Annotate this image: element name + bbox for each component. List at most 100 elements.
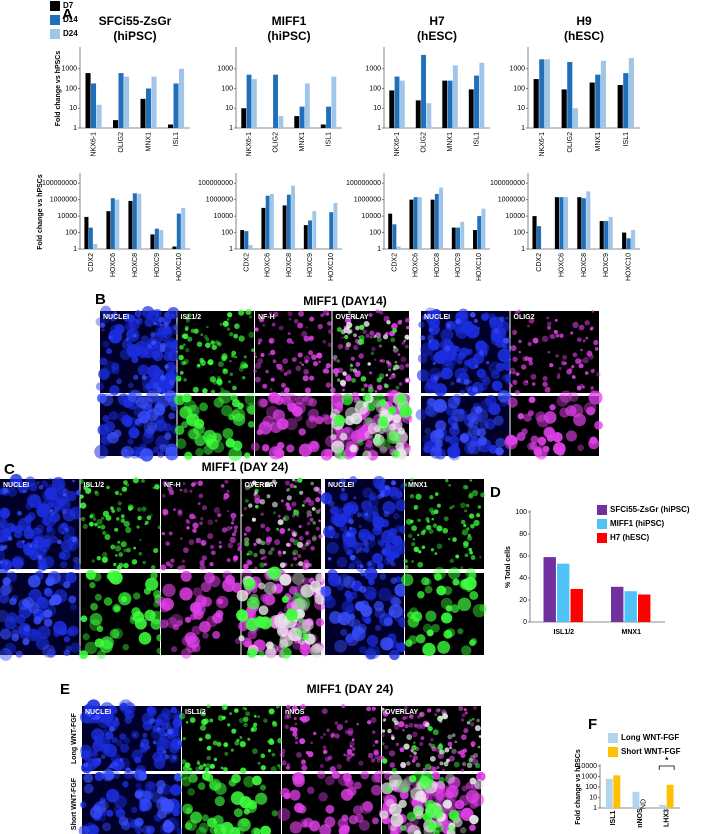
bar	[477, 216, 482, 249]
cell	[260, 512, 264, 516]
micrograph	[330, 389, 413, 461]
cell	[388, 750, 396, 757]
cell	[425, 405, 436, 417]
cell	[374, 739, 379, 744]
cell	[447, 734, 453, 740]
cell	[274, 395, 284, 406]
cell	[179, 771, 189, 780]
cell	[236, 609, 248, 621]
cell	[588, 390, 603, 405]
cell	[246, 553, 250, 556]
cell	[568, 391, 579, 402]
y-tick-label: 1000000	[50, 197, 77, 204]
cell	[327, 573, 342, 587]
cell	[473, 318, 478, 324]
cell	[201, 814, 209, 822]
cell	[240, 767, 247, 774]
cell	[363, 383, 368, 388]
cell	[527, 356, 533, 362]
cell	[193, 328, 199, 334]
cell	[437, 708, 441, 712]
cell	[390, 813, 404, 827]
cell	[381, 729, 386, 733]
cell	[476, 771, 486, 782]
cell	[445, 791, 454, 800]
cell	[259, 398, 269, 408]
cell	[184, 327, 189, 332]
cell	[305, 751, 310, 755]
bar	[563, 197, 568, 249]
cell	[182, 482, 186, 485]
cell	[105, 731, 114, 740]
cell	[209, 562, 214, 567]
cell	[227, 723, 231, 727]
cell	[179, 721, 183, 724]
cell	[448, 484, 451, 487]
cell	[22, 638, 30, 646]
x-tick-label: ISL1	[610, 811, 617, 826]
cell	[386, 320, 391, 325]
cell	[62, 493, 67, 497]
cell	[214, 796, 225, 807]
channel-label: OVERLAY	[336, 314, 370, 321]
cell	[331, 505, 342, 516]
cell	[505, 317, 509, 320]
cell	[0, 545, 6, 552]
cell	[237, 546, 242, 552]
cell	[128, 427, 140, 439]
cell	[450, 604, 460, 613]
cell	[422, 812, 433, 822]
bar	[613, 775, 621, 808]
cell	[469, 814, 479, 825]
cell	[230, 526, 233, 530]
cell	[536, 414, 550, 428]
cell	[102, 530, 107, 535]
cell	[325, 382, 332, 388]
bar	[539, 59, 545, 128]
micrograph	[403, 477, 486, 570]
cell	[255, 792, 268, 805]
cell	[369, 492, 378, 501]
cell	[17, 517, 32, 532]
cell	[347, 730, 354, 736]
cell	[114, 527, 119, 532]
cell	[155, 718, 163, 726]
cell	[265, 526, 271, 532]
cell	[214, 519, 218, 523]
cell	[410, 749, 414, 753]
cell	[575, 358, 581, 365]
cell	[472, 604, 486, 618]
cell	[556, 447, 565, 456]
cell	[9, 597, 17, 606]
cell	[70, 603, 78, 611]
cell	[265, 641, 274, 650]
cell	[123, 480, 128, 485]
cell	[303, 559, 310, 566]
cell	[243, 808, 250, 815]
cell	[341, 336, 344, 339]
micrograph	[173, 389, 258, 462]
x-tick-label: HOXC8	[286, 253, 293, 277]
cell	[27, 574, 41, 588]
micrograph	[279, 704, 382, 773]
cell	[250, 442, 260, 452]
cell	[413, 546, 420, 553]
cell	[327, 342, 332, 348]
cell	[238, 717, 244, 724]
cell	[419, 712, 423, 717]
cell	[345, 632, 359, 647]
cell	[387, 363, 393, 369]
cell	[428, 507, 434, 513]
panel-label: F	[588, 716, 597, 733]
cell	[381, 489, 385, 494]
cell	[390, 561, 396, 567]
cell	[145, 520, 149, 525]
cell	[381, 478, 386, 483]
cell	[327, 328, 334, 335]
cell	[381, 422, 391, 433]
cell	[322, 745, 327, 750]
cell	[302, 564, 309, 571]
cell	[327, 556, 332, 561]
cell	[367, 752, 374, 759]
